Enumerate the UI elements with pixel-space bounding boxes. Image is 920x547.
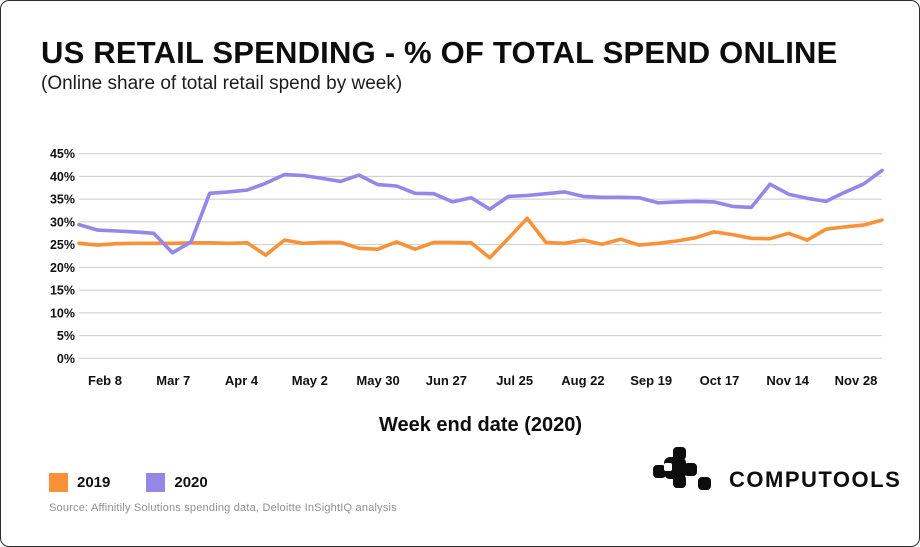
legend-swatch-2020	[146, 473, 166, 492]
y-tick-label: 20%	[50, 261, 75, 275]
y-tick-label: 40%	[50, 170, 75, 184]
x-tick-label: Jul 25	[496, 373, 533, 388]
y-tick-label: 15%	[50, 284, 75, 298]
page-subtitle: (Online share of total retail spend by w…	[41, 73, 403, 94]
legend-label-2019: 2019	[77, 474, 111, 491]
computools-brand: COMPUTOOLS	[653, 447, 901, 495]
x-tick-label: Nov 28	[835, 373, 878, 388]
x-tick-label: Mar 7	[156, 373, 190, 388]
y-tick-label: 45%	[50, 147, 75, 161]
x-tick-label: Aug 22	[561, 373, 604, 388]
y-tick-label: 30%	[50, 215, 75, 229]
page-title: US RETAIL SPENDING - % OF TOTAL SPEND ON…	[41, 35, 838, 70]
computools-logo-icon	[653, 447, 711, 490]
x-tick-label: Jun 27	[426, 373, 467, 388]
x-tick-label: Feb 8	[88, 373, 122, 388]
y-tick-label: 10%	[50, 306, 75, 320]
series-line-2019	[77, 216, 884, 260]
x-tick-label: Oct 17	[700, 373, 740, 388]
y-tick-label: 35%	[50, 193, 75, 207]
brand-name: COMPUTOOLS	[729, 467, 902, 492]
chart-legend: 2019 2020	[49, 473, 208, 492]
y-tick-label: 0%	[57, 352, 75, 366]
legend-label-2020: 2020	[174, 474, 208, 491]
legend-item-2020: 2020	[146, 473, 208, 492]
y-tick-label: 25%	[50, 238, 75, 252]
x-tick-label: May 30	[356, 373, 399, 388]
legend-swatch-2019	[49, 473, 68, 492]
y-tick-label: 5%	[57, 329, 75, 343]
x-tick-label: Apr 4	[225, 373, 259, 388]
x-tick-label: Sep 19	[630, 373, 672, 388]
spend-share-line-chart: 0% 5% 10% 15% 20% 25% 30% 35% 40% 45% Feb 8 Mar 7 Ap…	[50, 147, 884, 388]
source-note: Source: Affinitily Solutions spending da…	[49, 502, 397, 514]
x-axis-title: Week end date (2020)	[378, 414, 583, 436]
x-tick-label: May 2	[292, 373, 328, 388]
series-line-2020	[77, 168, 884, 255]
legend-item-2019: 2019	[49, 473, 110, 492]
x-tick-label: Nov 14	[766, 373, 809, 388]
